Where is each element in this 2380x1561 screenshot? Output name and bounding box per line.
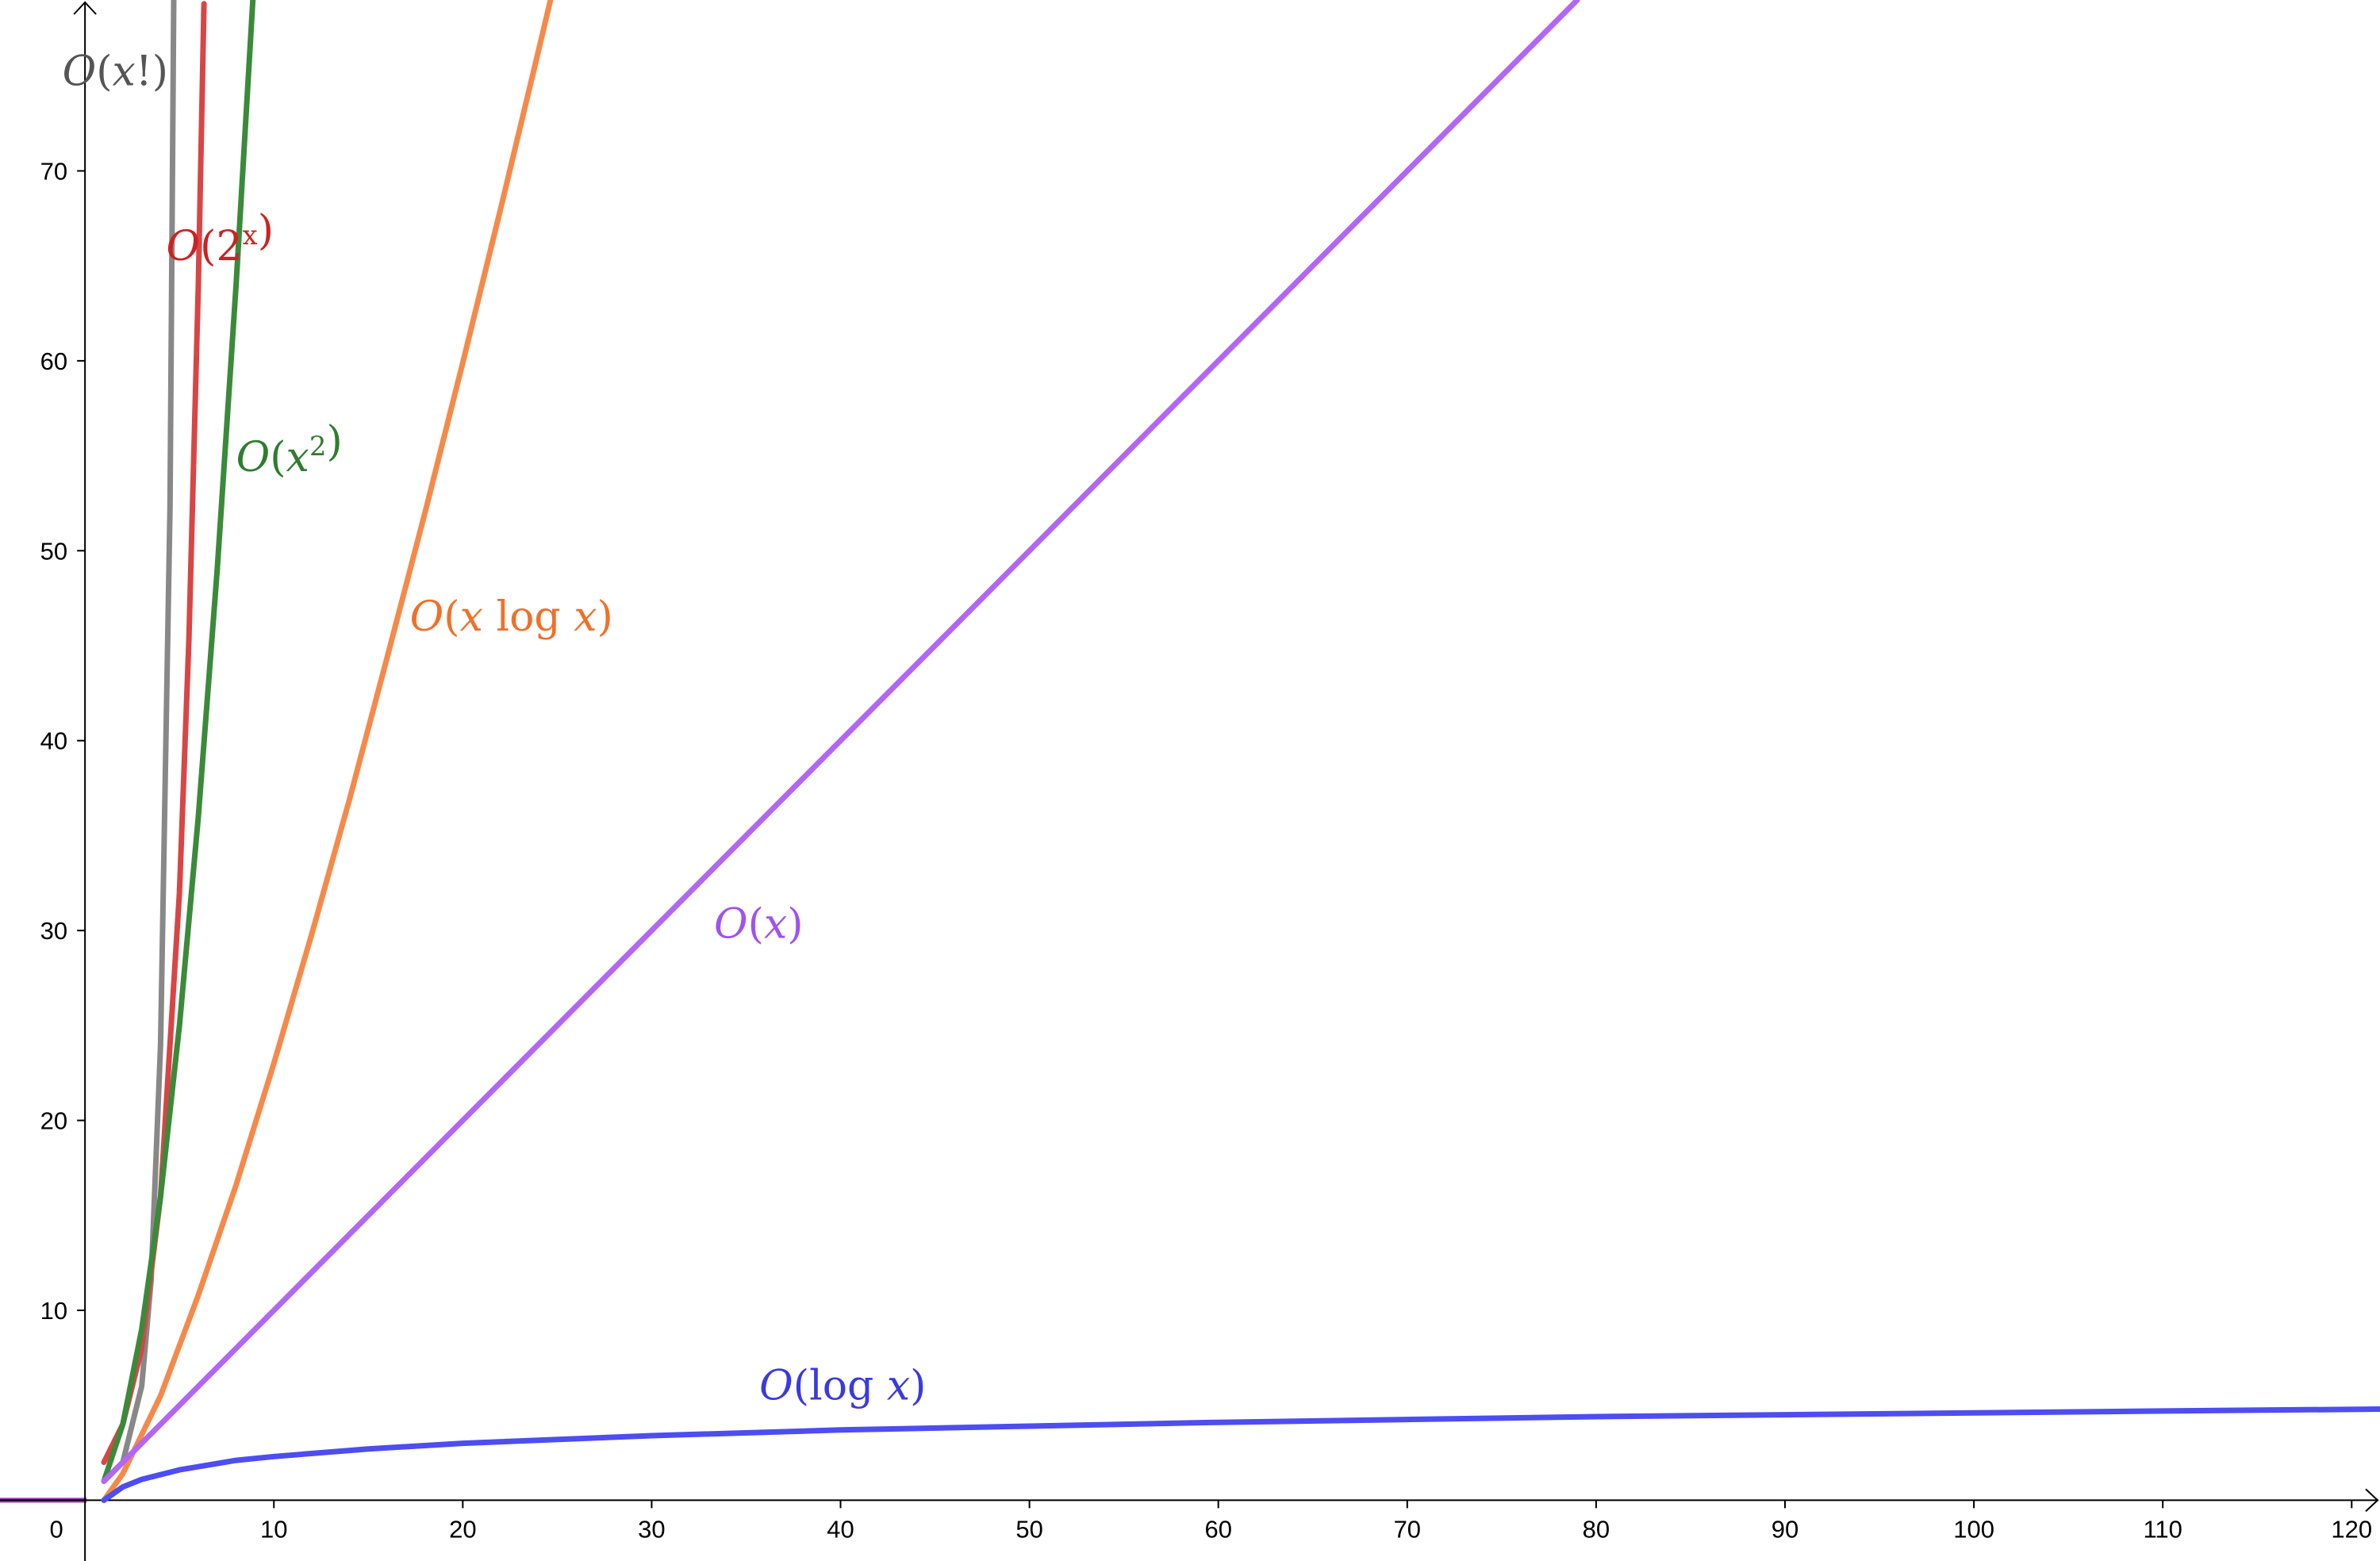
series-line-o-x — [101, 0, 1580, 1484]
x-tick-label: 80 — [1583, 1515, 1610, 1543]
series-label-o-x: O(x) — [714, 901, 804, 949]
y-tick-label: 40 — [40, 727, 67, 755]
x-tick-label: 100 — [1953, 1515, 1994, 1543]
x-tick-label: 50 — [1015, 1515, 1042, 1543]
series-line-o-x-log-x — [101, 0, 554, 1503]
x-tick-label: 20 — [449, 1515, 476, 1543]
x-axis-arrow — [2365, 1488, 2379, 1513]
y-tick-label: 70 — [40, 157, 67, 185]
series-label-o-x-log-x: O(x log x) — [410, 593, 613, 641]
y-tick-label: 10 — [40, 1297, 67, 1325]
x-tick-label: 110 — [2143, 1515, 2182, 1543]
series-label-o-x-2: O(x2) — [236, 418, 343, 481]
series-line-o-x-2 — [101, 0, 256, 1484]
x-tick-label: 70 — [1394, 1515, 1421, 1543]
x-tick-label: 0 — [50, 1515, 63, 1543]
y-tick-label: 60 — [40, 347, 67, 375]
x-tick-label: 40 — [827, 1515, 854, 1543]
y-axis-arrow — [73, 1, 97, 15]
x-tick-label: 60 — [1204, 1515, 1231, 1543]
y-tick-label: 30 — [40, 917, 67, 945]
series-label-o-2-x: O(2x) — [167, 207, 274, 270]
series-layer — [101, 0, 2380, 1503]
x-tick-label: 30 — [638, 1515, 665, 1543]
series-label-o-log-x: O(log x) — [759, 1362, 926, 1410]
series-line-o-log-x — [101, 1406, 2380, 1503]
y-tick-label: 50 — [40, 537, 67, 565]
x-tick-label: 120 — [2331, 1515, 2372, 1543]
x-tick-label: 90 — [1772, 1515, 1798, 1543]
series-label-o-x: O(x!) — [63, 48, 168, 96]
x-tick-label: 10 — [260, 1515, 287, 1543]
y-tick-label: 20 — [40, 1107, 67, 1135]
series-labels-layer: O(x!) O(2x) O(x2) O(x log x) O(x) O(log x) — [63, 48, 927, 1410]
